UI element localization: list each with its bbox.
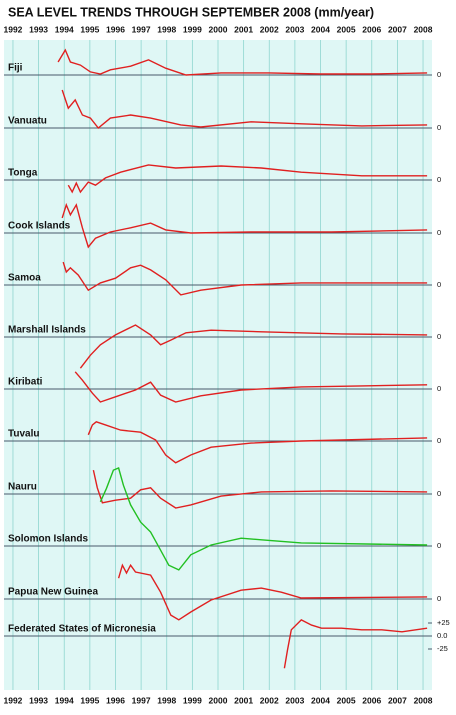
y-tick-label: 0 xyxy=(437,384,441,393)
y-tick-label: 0 xyxy=(437,228,441,237)
panel-label: Kiribati xyxy=(8,377,43,388)
panel-label: Fiji xyxy=(8,63,23,74)
x-tick-label: 1996 xyxy=(106,24,125,34)
trend-line xyxy=(117,563,428,621)
x-tick-label: 1998 xyxy=(157,24,176,34)
panel-label: Marshall Islands xyxy=(8,325,86,336)
x-tick-label: 2003 xyxy=(285,24,304,34)
x-tick-label: 2007 xyxy=(388,24,407,34)
x-tick-label: 2001 xyxy=(234,695,253,705)
trend-line xyxy=(79,324,428,369)
x-tick-label: 2004 xyxy=(311,24,330,34)
x-tick-label: 2002 xyxy=(260,24,279,34)
y-tick-label: 0 xyxy=(437,332,441,341)
x-tick-label: 1995 xyxy=(80,24,99,34)
x-tick-label: 2000 xyxy=(209,24,228,34)
x-tick-label: 2008 xyxy=(414,695,433,705)
x-tick-label: 1997 xyxy=(132,695,151,705)
panel-label: Nauru xyxy=(8,482,37,493)
y-tick-label: 0 xyxy=(437,280,441,289)
x-tick-label: 1998 xyxy=(157,695,176,705)
x-tick-label: 2000 xyxy=(209,695,228,705)
y-tick-label: 0 xyxy=(437,436,441,445)
x-tick-label: 1999 xyxy=(183,24,202,34)
x-tick-label: 2005 xyxy=(337,695,356,705)
trend-line xyxy=(61,202,428,249)
x-tick-label: 1995 xyxy=(80,695,99,705)
y-tick-label: 0 xyxy=(437,123,441,132)
panel-label: Samoa xyxy=(8,273,41,284)
x-tick-label: 1993 xyxy=(29,24,48,34)
panel-label: Tuvalu xyxy=(8,429,39,440)
panel-label: Solomon Islands xyxy=(8,534,88,545)
chart-title: SEA LEVEL TRENDS THROUGH SEPTEMBER 2008 … xyxy=(8,5,374,19)
trend-line xyxy=(87,421,428,464)
x-tick-label: 1999 xyxy=(183,695,202,705)
panel-label: Vanuatu xyxy=(8,116,47,127)
trend-line xyxy=(61,89,428,129)
x-tick-label: 1997 xyxy=(132,24,151,34)
panel-label: Cook Islands xyxy=(8,221,71,232)
x-tick-label: 1994 xyxy=(55,24,74,34)
trend-line xyxy=(57,48,428,76)
x-tick-label: 1992 xyxy=(4,24,23,34)
trend-line xyxy=(99,467,428,571)
x-tick-label: 2004 xyxy=(311,695,330,705)
x-tick-label: 2006 xyxy=(362,24,381,34)
y-tick-label: 0 xyxy=(437,594,441,603)
x-tick-label: 2003 xyxy=(285,695,304,705)
y-tick-label: 0 xyxy=(437,541,441,550)
panel-label: Papua New Guinea xyxy=(8,587,98,598)
x-tick-label: 1992 xyxy=(4,695,23,705)
trend-line xyxy=(67,164,428,194)
y-tick-label: -25 xyxy=(437,644,448,653)
x-tick-label: 2008 xyxy=(414,24,433,34)
trend-line xyxy=(74,371,428,403)
trend-line xyxy=(62,261,428,296)
trend-line xyxy=(92,469,428,509)
x-tick-label: 2001 xyxy=(234,24,253,34)
x-tick-label: 1994 xyxy=(55,695,74,705)
x-tick-label: 1993 xyxy=(29,695,48,705)
trend-line xyxy=(283,619,428,669)
y-tick-label: 0.0 xyxy=(437,631,447,640)
y-tick-label: 0 xyxy=(437,70,441,79)
y-tick-label: +25 xyxy=(437,618,450,627)
x-tick-label: 2007 xyxy=(388,695,407,705)
x-tick-label: 1996 xyxy=(106,695,125,705)
panel-label: Federated States of Micronesia xyxy=(8,624,156,635)
x-tick-label: 2002 xyxy=(260,695,279,705)
y-tick-label: 0 xyxy=(437,489,441,498)
x-tick-label: 2006 xyxy=(362,695,381,705)
y-tick-label: 0 xyxy=(437,175,441,184)
panel-label: Tonga xyxy=(8,168,38,179)
x-tick-label: 2005 xyxy=(337,24,356,34)
